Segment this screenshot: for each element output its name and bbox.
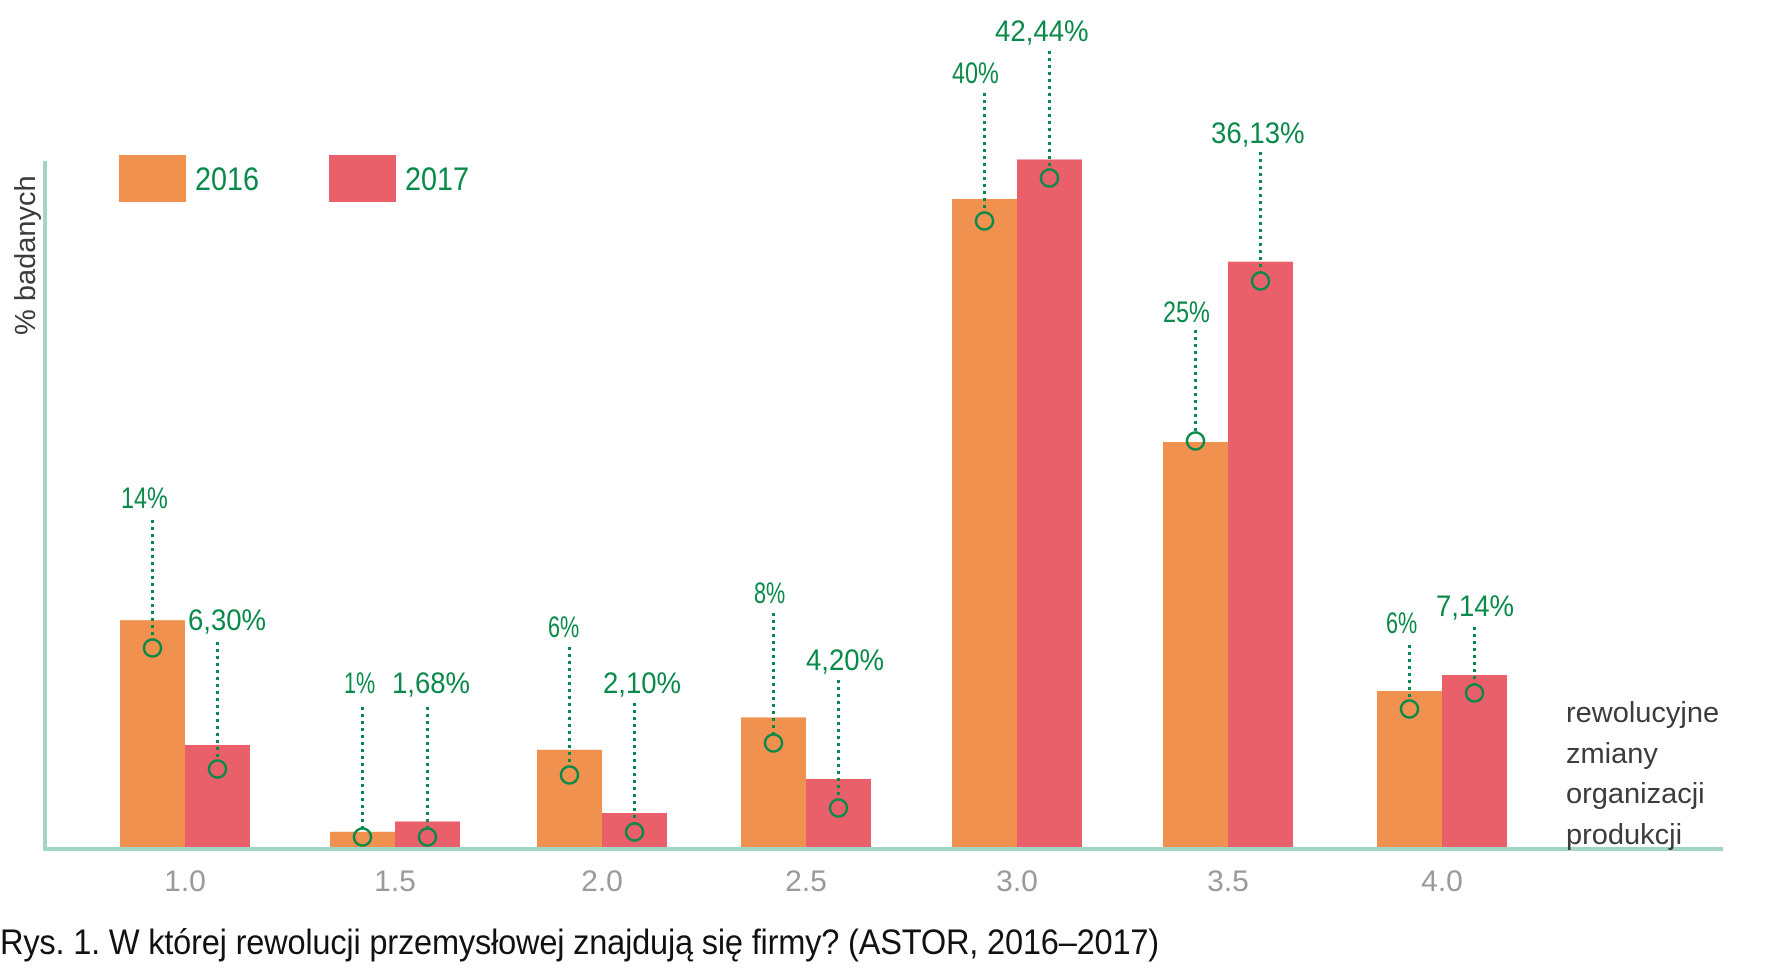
x-tick-label: 3.0 <box>996 865 1038 898</box>
data-label-2017-2.0: 2,10% <box>603 667 681 700</box>
data-label-2017-1.0: 6,30% <box>188 604 266 637</box>
legend-swatch-2016 <box>119 155 186 202</box>
marker-circle-2016-2.0 <box>559 765 580 785</box>
marker-circle-2017-2.5 <box>828 798 849 818</box>
data-label-2017-3.0: 42,44% <box>995 15 1089 48</box>
legend-swatch-2017 <box>329 155 396 202</box>
x-axis-note-line: produkcji <box>1566 818 1683 851</box>
bar-2017-1.5 <box>395 821 460 847</box>
data-label-2016-3.5: 25% <box>1163 296 1210 329</box>
y-axis-label: % badanych <box>10 175 42 335</box>
marker-circle-2017-1.0 <box>207 759 228 779</box>
legend-label-2016: 2016 <box>195 161 260 197</box>
marker-circle-2017-3.5 <box>1250 271 1271 291</box>
marker-circle-2016-1.5 <box>352 827 373 847</box>
x-axis-note-line: zmiany <box>1566 737 1658 770</box>
bar-2016-2.5 <box>741 717 806 847</box>
marker-circle-2016-4.0 <box>1399 699 1420 719</box>
bar-2016-3.5 <box>1163 442 1228 847</box>
data-label-2016-1.0: 14% <box>121 482 168 515</box>
bar-2017-1.0 <box>185 744 250 847</box>
data-label-2017-1.5: 1,68% <box>392 667 470 700</box>
bar-2017-4.0 <box>1442 675 1507 847</box>
bar-2017-2.5 <box>806 778 871 847</box>
marker-circle-2017-3.0 <box>1039 168 1060 188</box>
value-markers-group: 14% 6,30% 1% 1,68% 6% 2,10% 8% 4,20% 40% 42,44% 25… <box>121 15 1514 847</box>
bar-2016-2.0 <box>537 749 602 847</box>
bar-2016-3.0 <box>952 199 1017 847</box>
data-label-2017-3.5: 36,13% <box>1211 117 1305 150</box>
data-label-2016-1.5: 1% <box>344 667 375 700</box>
bar-2016-1.0 <box>120 620 185 847</box>
data-label-2016-2.5: 8% <box>754 577 785 610</box>
legend-label-2017: 2017 <box>405 161 470 197</box>
data-label-2017-2.5: 4,20% <box>806 644 884 677</box>
marker-circle-2016-3.5 <box>1185 431 1206 451</box>
x-tick-label: 2.5 <box>785 865 827 898</box>
x-tick-label: 1.5 <box>374 865 416 898</box>
data-label-2017-4.0: 7,14% <box>1436 590 1514 623</box>
bar-2016-1.5 <box>330 831 395 847</box>
x-axis-note-line: organizacji <box>1566 778 1705 810</box>
x-axis-note: rewolucyjne zmiany organizacji produkcji <box>1566 693 1719 855</box>
figure-caption: Rys. 1. W której rewolucji przemysłowej … <box>0 923 1159 962</box>
x-tick-labels-group: 1.0 1.5 2.0 2.5 3.0 3.5 4.0 <box>164 865 1463 898</box>
marker-circle-2017-1.5 <box>417 827 438 847</box>
bars-group <box>120 159 1507 848</box>
marker-circle-2016-3.0 <box>974 211 995 231</box>
bar-2017-3.5 <box>1228 261 1293 848</box>
x-tick-label: 4.0 <box>1421 865 1463 898</box>
marker-circle-2017-4.0 <box>1464 683 1485 703</box>
x-tick-label: 2.0 <box>581 865 623 898</box>
x-tick-label: 3.5 <box>1207 865 1249 898</box>
data-label-2016-2.0: 6% <box>548 611 579 644</box>
bar-2017-2.0 <box>602 812 667 847</box>
marker-circle-2016-2.5 <box>763 733 784 753</box>
marker-circle-2017-2.0 <box>624 822 645 842</box>
x-axis-note-line: rewolucyjne <box>1566 697 1720 729</box>
marker-circle-2016-1.0 <box>142 638 163 658</box>
bar-2017-3.0 <box>1017 159 1082 848</box>
data-label-2016-4.0: 6% <box>1386 607 1417 640</box>
data-label-2016-3.0: 40% <box>952 57 999 90</box>
x-tick-label: 1.0 <box>164 865 206 898</box>
bar-2016-4.0 <box>1377 691 1442 847</box>
